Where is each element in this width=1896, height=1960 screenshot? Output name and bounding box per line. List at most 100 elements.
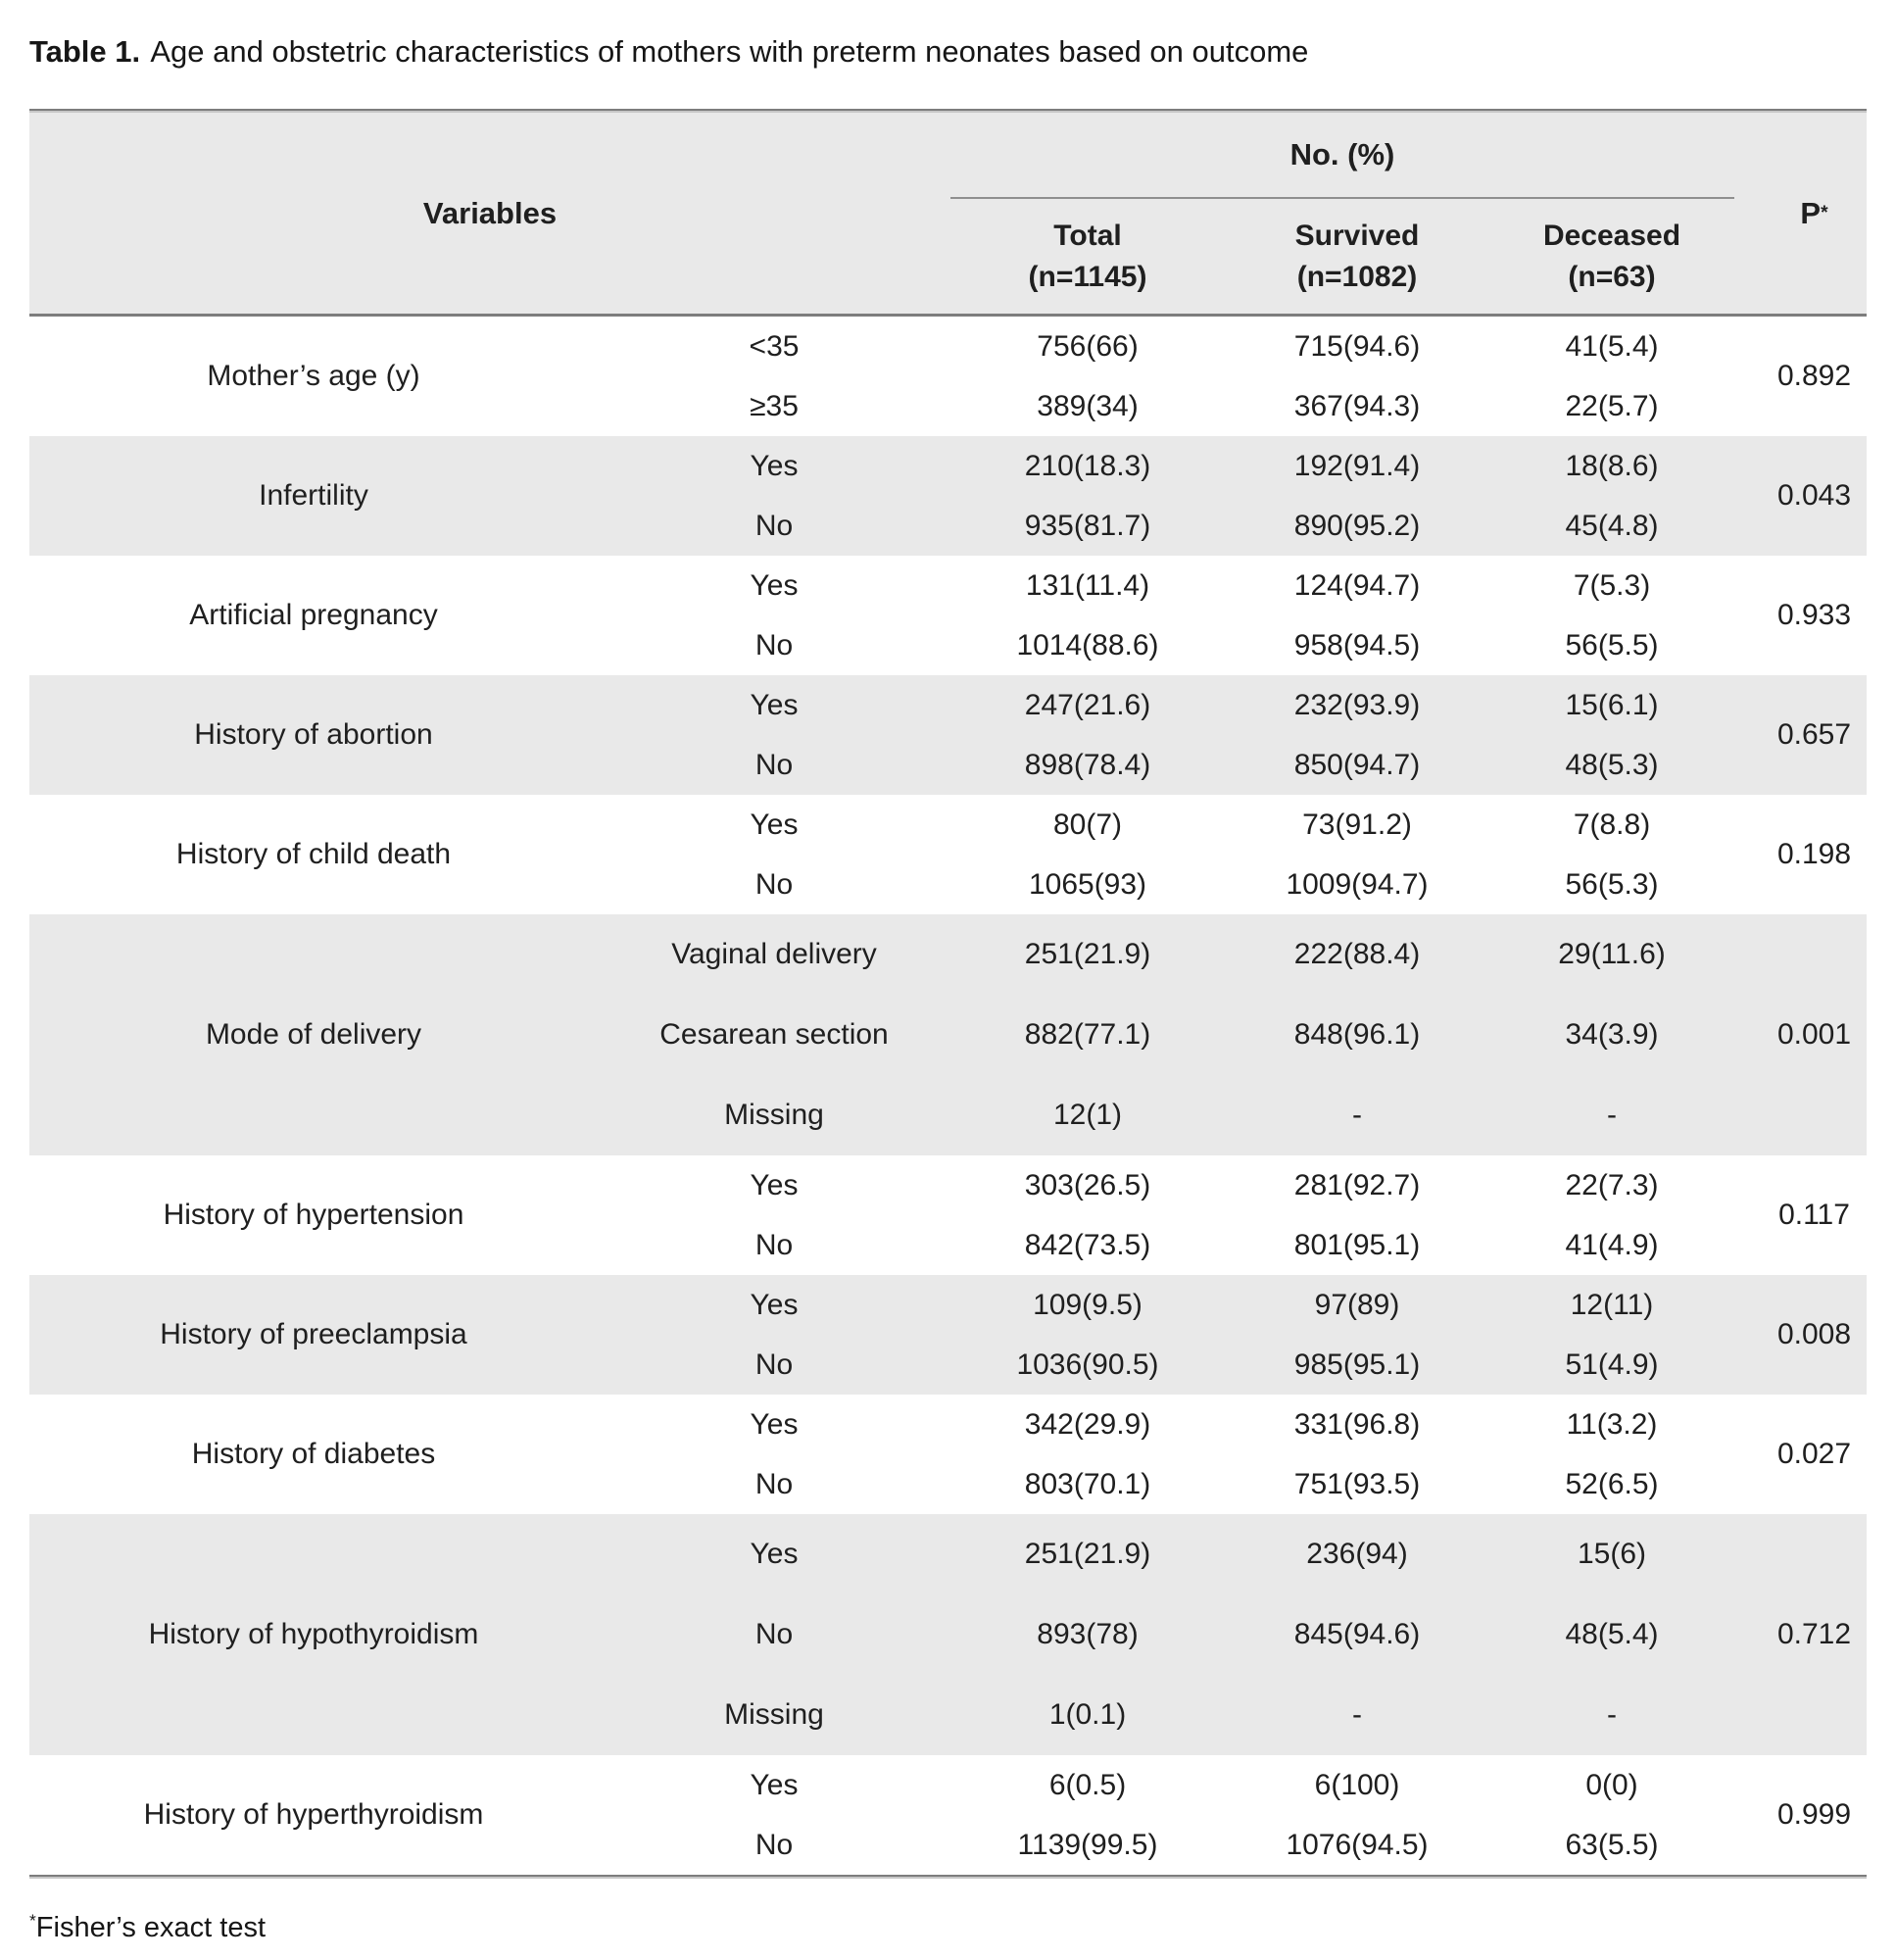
level-cell: No <box>754 1828 794 1861</box>
variable-cell: Mother’s age (y) <box>207 360 420 393</box>
table-header: Variables No. (%) Total (n=1145) Survive… <box>29 113 1867 318</box>
total-cell: 251(21.9) <box>1024 938 1151 971</box>
data-table: Variables No. (%) Total (n=1145) Survive… <box>29 109 1867 1880</box>
survived-cell: 222(88.4) <box>1293 938 1421 971</box>
total-cell: 6(0.5) <box>1048 1768 1127 1801</box>
variable-group: History of child death Yes 80(7) 73(91.2) 7(… <box>29 795 1867 915</box>
p-value-cell: 0.027 <box>1776 1438 1852 1471</box>
p-value-cell: 0.712 <box>1776 1618 1852 1651</box>
deceased-cell: 48(5.3) <box>1565 748 1659 781</box>
variable-group: Mother’s age (y) <35 756(66) 715(94.6) 41(5.… <box>29 317 1867 437</box>
p-value-cell: 0.008 <box>1776 1318 1852 1351</box>
variable-group: History of diabetes Yes 342(29.9) 331(96.8)… <box>29 1395 1867 1515</box>
deceased-cell: 45(4.8) <box>1565 509 1659 542</box>
deceased-cell: 29(11.6) <box>1558 938 1666 971</box>
level-cell: ≥35 <box>750 389 799 422</box>
total-cell: 882(77.1) <box>1024 1018 1151 1052</box>
deceased-cell: - <box>1607 1698 1617 1732</box>
header-total-n: (n=1145) <box>1028 260 1147 293</box>
total-cell: 935(81.7) <box>1024 509 1151 542</box>
total-cell: 1014(88.6) <box>1016 628 1159 662</box>
survived-cell: - <box>1352 1698 1362 1732</box>
deceased-cell: 41(4.9) <box>1565 1228 1659 1261</box>
header-survived: Survived (n=1082) <box>1225 199 1489 314</box>
total-cell: 109(9.5) <box>1033 1288 1142 1321</box>
level-cell: Yes <box>750 568 799 602</box>
header-survived-n: (n=1082) <box>1296 260 1418 293</box>
level-cell: Yes <box>750 1407 799 1441</box>
survived-cell: 890(95.2) <box>1293 509 1421 542</box>
table-body: Mother’s age (y) <35 756(66) 715(94.6) 41(5.… <box>29 317 1867 1876</box>
total-cell: 303(26.5) <box>1024 1168 1151 1201</box>
deceased-cell: 56(5.3) <box>1565 867 1659 901</box>
deceased-cell: 12(11) <box>1570 1288 1654 1321</box>
header-p-label: P <box>1800 195 1822 230</box>
deceased-cell: 22(5.7) <box>1565 389 1659 422</box>
footnote-asterisk: * <box>29 1910 36 1931</box>
total-cell: 1036(90.5) <box>1016 1348 1159 1381</box>
p-value-cell: 0.933 <box>1776 599 1852 632</box>
level-cell: Yes <box>750 688 799 721</box>
header-p-value: P * <box>1800 195 1828 230</box>
survived-cell: 232(93.9) <box>1293 688 1421 721</box>
p-value-cell: 0.657 <box>1776 718 1852 752</box>
header-deceased: Deceased (n=63) <box>1489 199 1734 314</box>
variable-cell: History of hyperthyroidism <box>143 1798 484 1832</box>
total-cell: 842(73.5) <box>1024 1228 1151 1261</box>
total-cell: 893(78) <box>1037 1618 1139 1651</box>
variable-group: History of hypertension Yes 303(26.5) 281(9… <box>29 1155 1867 1276</box>
survived-cell: 801(95.1) <box>1293 1228 1421 1261</box>
level-cell: No <box>754 867 794 901</box>
p-value-cell: 0.117 <box>1778 1199 1850 1232</box>
survived-cell: 715(94.6) <box>1293 329 1421 363</box>
variable-cell: Infertility <box>259 479 368 513</box>
survived-cell: - <box>1352 1099 1362 1132</box>
total-cell: 210(18.3) <box>1024 449 1151 482</box>
total-cell: 1065(93) <box>1028 867 1147 901</box>
variable-cell: History of child death <box>175 838 452 871</box>
deceased-cell: 34(3.9) <box>1565 1018 1659 1052</box>
total-cell: 1(0.1) <box>1048 1698 1127 1732</box>
variable-group: History of abortion Yes 247(21.6) 232(93.9)… <box>29 675 1867 796</box>
deceased-cell: 15(6.1) <box>1565 688 1659 721</box>
survived-cell: 73(91.2) <box>1302 808 1412 841</box>
variable-cell: History of abortion <box>194 718 433 752</box>
survived-cell: 124(94.7) <box>1293 568 1421 602</box>
header-no-pct: No. (%) <box>950 113 1734 200</box>
variable-group: Artificial pregnancy Yes 131(11.4) 124(94.7… <box>29 556 1867 676</box>
header-total: Total (n=1145) <box>950 199 1225 314</box>
survived-cell: 751(93.5) <box>1293 1467 1421 1500</box>
header-deceased-n: (n=63) <box>1568 260 1656 293</box>
variable-cell: Mode of delivery <box>205 1018 422 1052</box>
total-cell: 247(21.6) <box>1024 688 1151 721</box>
total-cell: 80(7) <box>1052 808 1123 841</box>
table-top-rule <box>29 109 1867 114</box>
level-cell: Yes <box>750 1288 799 1321</box>
table-bottom-rule <box>29 1875 1867 1880</box>
deceased-cell: 48(5.4) <box>1565 1618 1659 1651</box>
p-value-cell: 0.001 <box>1776 1018 1852 1052</box>
level-cell: No <box>754 1348 794 1381</box>
level-cell: Yes <box>750 1538 799 1571</box>
survived-cell: 367(94.3) <box>1293 389 1421 422</box>
header-survived-label: Survived <box>1294 220 1420 253</box>
header-deceased-label: Deceased <box>1542 220 1681 253</box>
survived-cell: 1076(94.5) <box>1286 1828 1429 1861</box>
survived-cell: 848(96.1) <box>1293 1018 1421 1052</box>
level-cell: Yes <box>750 449 799 482</box>
footnote: *Fisher’s exact test <box>29 1912 1867 1944</box>
deceased-cell: 63(5.5) <box>1565 1828 1659 1861</box>
deceased-cell: 0(0) <box>1585 1768 1638 1801</box>
total-cell: 389(34) <box>1037 389 1139 422</box>
deceased-cell: 41(5.4) <box>1565 329 1659 363</box>
p-value-cell: 0.892 <box>1776 360 1852 393</box>
total-cell: 342(29.9) <box>1024 1407 1151 1441</box>
total-cell: 131(11.4) <box>1025 568 1150 602</box>
variable-cell: History of preeclampsia <box>160 1318 467 1351</box>
deceased-cell: 11(3.2) <box>1566 1407 1658 1441</box>
total-cell: 1139(99.5) <box>1017 1828 1158 1861</box>
survived-cell: 331(96.8) <box>1293 1407 1421 1441</box>
variable-group: Mode of delivery Vaginal delivery 251(21.9… <box>29 914 1867 1156</box>
deceased-cell: 51(4.9) <box>1565 1348 1659 1381</box>
